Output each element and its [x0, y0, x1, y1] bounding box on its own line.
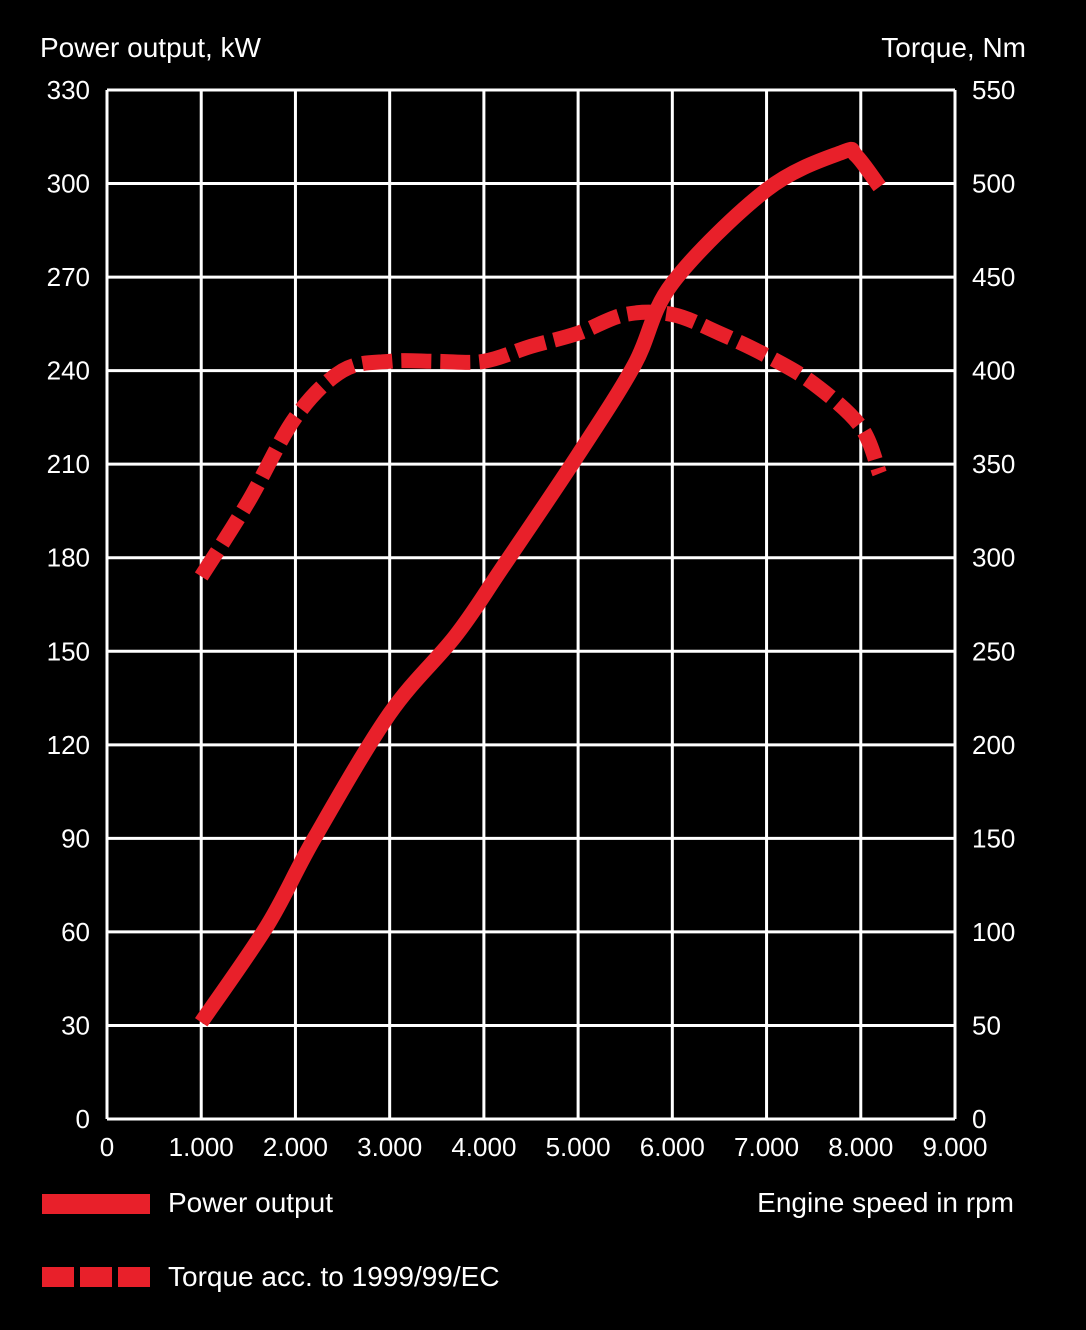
right-tick-label: 500 [972, 169, 1015, 199]
x-tick-labels: 0 1.000 2.000 3.000 4.000 5.000 6.000 7.000 8.00… [100, 1132, 988, 1162]
left-tick-label: 150 [47, 636, 90, 666]
right-tick-label: 400 [972, 356, 1015, 386]
left-tick-label: 300 [47, 169, 90, 199]
legend-swatch-power [42, 1194, 150, 1214]
right-tick-label: 450 [972, 262, 1015, 292]
left-tick-label: 120 [47, 730, 90, 760]
right-tick-label: 300 [972, 543, 1015, 573]
x-axis-title: Engine speed in rpm [757, 1187, 1014, 1218]
x-tick-label: 7.000 [734, 1132, 799, 1162]
x-tick-label: 4.000 [451, 1132, 516, 1162]
legend-swatch-torque-dash-3 [118, 1267, 150, 1287]
left-tick-label: 60 [61, 917, 90, 947]
x-tick-label: 2.000 [263, 1132, 328, 1162]
legend-label-torque: Torque acc. to 1999/99/EC [168, 1261, 500, 1292]
left-tick-label: 90 [61, 823, 90, 853]
x-tick-label: 8.000 [828, 1132, 893, 1162]
grid [105, 88, 957, 1121]
x-tick-label: 5.000 [546, 1132, 611, 1162]
x-tick-label: 1.000 [169, 1132, 234, 1162]
right-tick-label: 200 [972, 730, 1015, 760]
right-tick-label: 250 [972, 636, 1015, 666]
left-tick-label: 30 [61, 1010, 90, 1040]
left-tick-label: 210 [47, 449, 90, 479]
left-tick-label: 270 [47, 262, 90, 292]
left-tick-labels: 0 30 60 90 120 150 180 210 240 270 300 330 [47, 75, 90, 1134]
x-tick-label: 0 [100, 1132, 114, 1162]
x-tick-label: 3.000 [357, 1132, 422, 1162]
x-tick-label: 6.000 [640, 1132, 705, 1162]
legend-label-power: Power output [168, 1187, 333, 1218]
left-tick-label: 330 [47, 75, 90, 105]
left-tick-label: 180 [47, 543, 90, 573]
right-tick-label: 550 [972, 75, 1015, 105]
left-axis-title: Power output, kW [40, 32, 262, 63]
x-tick-label: 9.000 [922, 1132, 987, 1162]
right-tick-label: 350 [972, 449, 1015, 479]
right-tick-label: 50 [972, 1010, 1001, 1040]
right-tick-label: 100 [972, 917, 1015, 947]
left-tick-label: 0 [76, 1104, 90, 1134]
right-tick-label: 0 [972, 1104, 986, 1134]
series-group [194, 141, 887, 1027]
legend-swatch-torque-dash-2 [80, 1267, 112, 1287]
torque-line [194, 304, 887, 581]
right-axis-title: Torque, Nm [881, 32, 1026, 63]
power-line [195, 141, 886, 1027]
left-tick-label: 240 [47, 356, 90, 386]
right-tick-labels: 0 50 100 150 200 250 300 350 400 450 500 550 [972, 75, 1015, 1134]
right-tick-label: 150 [972, 823, 1015, 853]
legend-swatch-torque-dash-1 [42, 1267, 74, 1287]
legend: Power output Torque acc. to 1999/99/EC [42, 1187, 500, 1292]
